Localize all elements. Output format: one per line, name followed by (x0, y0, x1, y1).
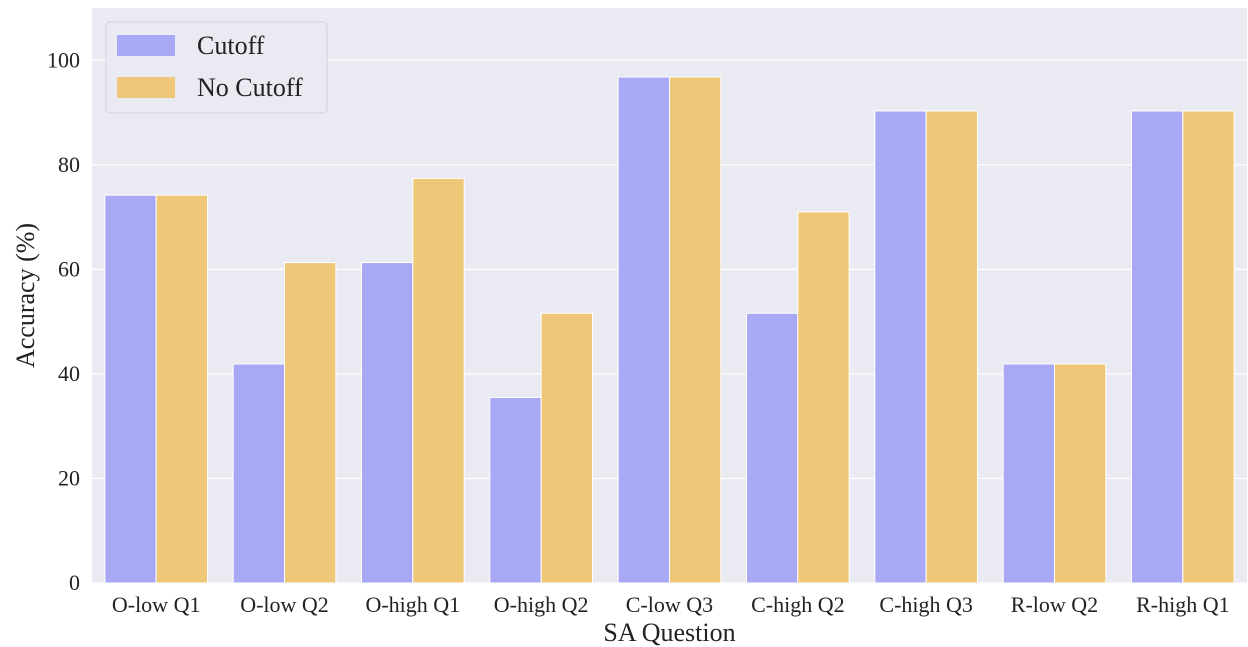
legend-label-no-cutoff: No Cutoff (197, 73, 303, 102)
x-tick-label: O-low Q2 (240, 592, 329, 617)
bar-cutoff (1131, 110, 1184, 584)
bar-no-cutoff (155, 194, 209, 584)
x-tick-label: O-high Q2 (494, 592, 589, 617)
x-tick-label: R-high Q1 (1136, 592, 1230, 617)
bar-cutoff (1002, 363, 1056, 584)
bar-cutoff (874, 110, 927, 584)
x-tick-label: O-high Q1 (365, 592, 460, 617)
y-axis-title: Accuracy (%) (11, 223, 40, 368)
bar-no-cutoff (1182, 110, 1235, 584)
bar-cutoff (361, 262, 414, 584)
y-tick-label: 60 (58, 256, 80, 281)
bar-no-cutoff (412, 177, 465, 584)
x-tick-labels: O-low Q1 O-low Q2 O-high Q1 O-high Q2 C-low … (112, 592, 1230, 617)
bar-cutoff (617, 76, 671, 584)
bar-no-cutoff (797, 211, 850, 584)
y-tick-label: 80 (58, 152, 80, 177)
y-tick-label: 20 (58, 465, 80, 490)
bar-no-cutoff (540, 312, 594, 584)
bar-no-cutoff (925, 110, 979, 584)
x-tick-label: C-high Q2 (751, 592, 845, 617)
y-tick-label: 40 (58, 361, 80, 386)
bar-no-cutoff (1054, 363, 1107, 584)
bar-no-cutoff (284, 262, 337, 584)
legend-label-cutoff: Cutoff (197, 31, 265, 60)
legend: Cutoff No Cutoff (105, 21, 328, 114)
x-tick-label: C-high Q3 (879, 592, 973, 617)
y-tick-labels: 0 20 40 60 80 100 (47, 47, 80, 595)
bar-cutoff (489, 396, 542, 584)
x-tick-label: C-low Q3 (626, 592, 713, 617)
y-tick-label: 100 (47, 47, 80, 72)
y-tick-label: 0 (69, 570, 80, 595)
legend-swatch-no-cutoff (117, 77, 175, 98)
x-tick-label: O-low Q1 (112, 592, 201, 617)
bar-cutoff (232, 363, 286, 584)
bar-cutoff (104, 194, 157, 584)
bar-no-cutoff (669, 76, 722, 584)
legend-swatch-cutoff (117, 35, 175, 56)
bars (104, 76, 1235, 584)
x-axis-title: SA Question (603, 618, 735, 647)
bar-cutoff (746, 312, 799, 584)
x-tick-label: R-low Q2 (1011, 592, 1098, 617)
